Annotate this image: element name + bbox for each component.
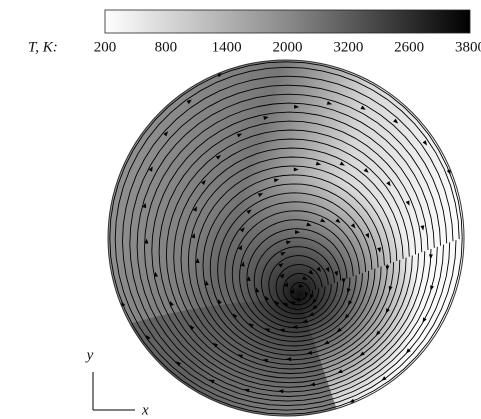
colorbar-tick-label: 2000 [273,39,303,55]
colorbar-tick-label: 3200 [333,39,363,55]
colorbar-tick-label: 3800 [455,39,481,55]
y-axis-label: y [85,347,94,363]
colorbar [105,10,470,33]
colorbar-tick-label: 800 [155,39,178,55]
x-axis-label: x [141,402,149,418]
colorbar-tick-label: 1400 [212,39,242,55]
colorbar-tick-label: 2600 [394,39,424,55]
axes-indicator: y x [85,347,149,418]
figure: T, K: 200 800 1400 2000 3200 2600 3800 y x [0,0,481,419]
colorbar-label: T, K: [28,39,58,55]
colorbar-tick-label: 200 [94,39,117,55]
